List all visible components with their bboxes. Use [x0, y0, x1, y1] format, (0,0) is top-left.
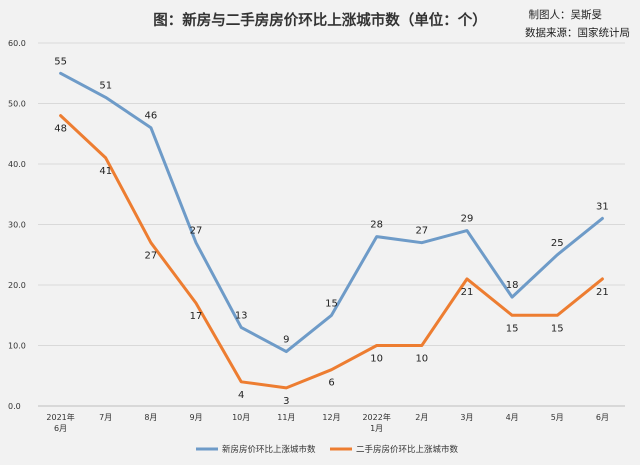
data-label: 15 — [325, 298, 338, 309]
x-tick-label: 3月 — [460, 413, 473, 422]
data-label: 29 — [461, 214, 474, 225]
data-label: 27 — [145, 251, 158, 262]
legend-label: 二手房房价环比上涨城市数 — [356, 444, 459, 455]
data-label: 55 — [54, 56, 67, 67]
data-label: 10 — [370, 354, 383, 365]
x-tick-label: 4月 — [506, 413, 519, 422]
y-tick-label: 60.0 — [8, 39, 26, 48]
data-label: 6 — [328, 378, 334, 389]
x-tick-label: 5月 — [551, 413, 564, 422]
x-tick-label: 9月 — [189, 413, 202, 422]
x-tick-label: 2月 — [415, 413, 428, 422]
y-tick-label: 30.0 — [8, 221, 26, 230]
credit-source: 数据来源：国家统计局 — [525, 27, 630, 39]
y-tick-label: 10.0 — [8, 342, 26, 351]
x-tick-label: 7月 — [99, 413, 112, 422]
y-tick-label: 40.0 — [8, 160, 26, 169]
data-label: 27 — [190, 226, 203, 237]
data-label: 21 — [461, 287, 474, 298]
data-label: 25 — [551, 238, 564, 249]
x-tick-label: 6月 — [54, 424, 67, 433]
x-tick-label: 11月 — [277, 413, 295, 422]
y-tick-label: 0.0 — [8, 402, 21, 411]
x-tick-label: 1月 — [370, 424, 383, 433]
legend-label: 新房房价环比上涨城市数 — [222, 444, 316, 455]
data-label: 13 — [235, 310, 248, 321]
series-line-2 — [59, 114, 604, 390]
x-tick-label: 2022年 — [362, 412, 390, 422]
data-label: 27 — [415, 226, 428, 237]
data-label: 31 — [596, 201, 609, 212]
data-label: 9 — [283, 335, 289, 346]
data-label: 4 — [238, 390, 244, 401]
data-label: 10 — [415, 354, 428, 365]
credit-author: 制图人：吴斯旻 — [528, 9, 603, 21]
data-label: 17 — [190, 311, 203, 322]
data-label: 46 — [145, 111, 158, 122]
data-label: 51 — [99, 80, 112, 91]
x-tick-label: 2021年 — [46, 412, 74, 422]
data-label: 28 — [370, 220, 383, 231]
data-label: 41 — [99, 166, 112, 177]
x-tick-label: 10月 — [232, 413, 250, 422]
data-label: 15 — [506, 323, 519, 334]
series-line-1 — [59, 71, 604, 354]
y-tick-label: 50.0 — [8, 100, 26, 109]
chart-title: 图：新房与二手房房价环比上涨城市数（单位：个） — [153, 13, 487, 29]
data-label: 48 — [54, 124, 67, 135]
data-label: 18 — [506, 280, 519, 291]
data-label: 15 — [551, 323, 564, 334]
data-label: 21 — [596, 287, 609, 298]
data-label: 3 — [283, 396, 289, 407]
x-tick-label: 6月 — [596, 413, 609, 422]
x-tick-label: 8月 — [144, 413, 157, 422]
x-tick-label: 12月 — [322, 413, 340, 422]
y-tick-label: 20.0 — [8, 281, 26, 290]
